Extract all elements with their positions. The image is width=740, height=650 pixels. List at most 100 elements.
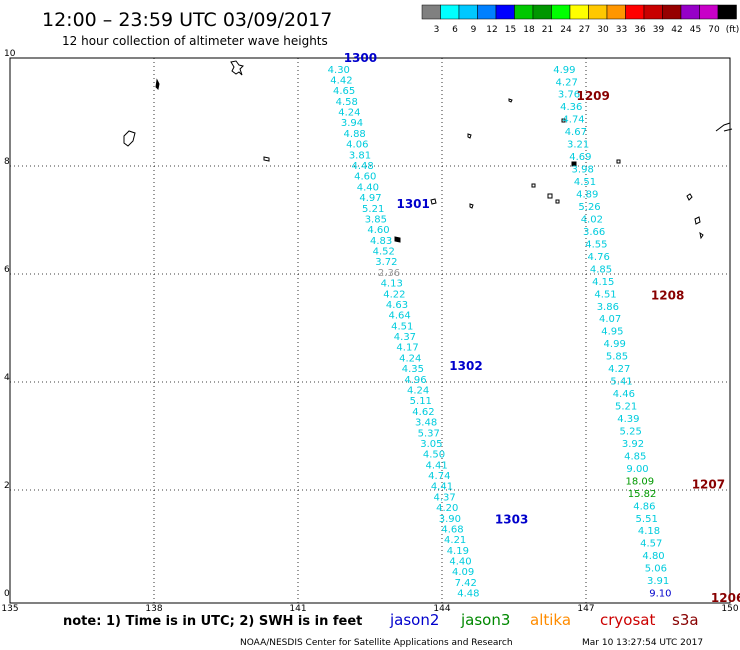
- scale-swatch: [440, 4, 460, 20]
- wave-height-value: 4.74: [562, 115, 584, 126]
- scale-label: 18: [523, 25, 535, 35]
- scale-label: 39: [653, 25, 665, 35]
- wave-height-value: 4.48: [351, 161, 373, 172]
- wave-height-value: 3.98: [572, 165, 594, 176]
- legend-cryosat: cryosat: [600, 611, 655, 629]
- wave-height-value: 5.11: [410, 396, 432, 407]
- wave-height-value: 4.99: [553, 65, 575, 76]
- wave-height-value: 5.37: [418, 428, 440, 439]
- wave-height-value: 4.24: [399, 353, 421, 364]
- wave-height-value: 4.97: [359, 193, 381, 204]
- island-outline: [394, 236, 401, 243]
- wave-height-value: 4.89: [576, 190, 598, 201]
- wave-height-value: 3.72: [375, 257, 397, 268]
- x-tick-label: 141: [289, 604, 306, 614]
- wave-height-value: 4.64: [388, 311, 410, 322]
- scale-label: (ft): [726, 25, 740, 35]
- wave-height-value: 4.65: [333, 86, 355, 97]
- wave-height-value: 4.30: [328, 65, 350, 76]
- island-outline: [155, 78, 160, 91]
- wave-height-value: 3.90: [439, 514, 461, 525]
- island-coastlines: [123, 60, 733, 243]
- wave-height-value: 4.41: [431, 482, 453, 493]
- wave-height-value: 5.06: [645, 564, 667, 575]
- legend-s3a: s3a: [672, 611, 699, 629]
- legend-jason2: jason2: [389, 611, 439, 629]
- wave-height-value: 4.62: [412, 407, 434, 418]
- scale-label: 27: [579, 25, 590, 35]
- wave-height-value: 4.88: [344, 129, 366, 140]
- scale-swatch: [514, 4, 534, 20]
- y-tick-label: 0: [4, 589, 10, 599]
- x-tick-label: 135: [1, 604, 18, 614]
- wave-height-value: 3.66: [583, 227, 605, 238]
- wave-height-value: 4.96: [404, 375, 426, 386]
- scale-label: 70: [708, 25, 720, 35]
- wave-height-value: 4.51: [391, 321, 413, 332]
- scale-label: 12: [486, 25, 497, 35]
- island-outline: [263, 156, 270, 162]
- wave-height-value: 5.25: [620, 426, 642, 437]
- wave-height-value: 4.74: [428, 471, 450, 482]
- island-outline: [469, 203, 474, 209]
- pass-number-label: 1300: [344, 51, 377, 65]
- wave-height-value: 4.46: [613, 389, 635, 400]
- scale-swatch: [532, 4, 552, 20]
- scale-swatch: [699, 4, 719, 20]
- wave-height-value: 4.67: [565, 127, 587, 138]
- wave-height-value: 4.19: [447, 546, 469, 557]
- wave-height-value: 4.35: [402, 364, 424, 375]
- map-subtitle: 12 hour collection of altimeter wave hei…: [62, 34, 328, 48]
- wave-height-value: 4.57: [640, 539, 662, 550]
- wave-height-value: 5.21: [615, 402, 637, 413]
- wave-height-value: 4.24: [407, 385, 429, 396]
- x-tick-label: 138: [145, 604, 162, 614]
- units-note: note: 1) Time is in UTC; 2) SWH is in fe…: [63, 614, 362, 629]
- pass-number-label: 1207: [692, 478, 725, 492]
- grid-lines: [10, 58, 730, 603]
- wave-height-value: 5.21: [362, 204, 384, 215]
- x-tick-label: 150: [721, 604, 738, 614]
- scale-swatch: [477, 4, 497, 20]
- wave-height-value: 5.85: [606, 352, 628, 363]
- wave-height-value: 7.42: [455, 578, 477, 589]
- wave-height-value: 4.86: [633, 501, 655, 512]
- pass-number-label: 1302: [449, 359, 482, 373]
- scale-swatch: [662, 4, 682, 20]
- wave-height-value: 4.63: [386, 300, 408, 311]
- pass-number-label: 1208: [651, 289, 684, 303]
- wave-height-value: 4.55: [585, 239, 607, 250]
- wave-height-value: 4.37: [433, 492, 455, 503]
- wave-height-value: 4.60: [354, 172, 376, 183]
- wave-height-value: 4.18: [638, 526, 660, 537]
- wave-height-value: 3.76: [558, 90, 580, 101]
- wave-height-value: 4.50: [423, 450, 445, 461]
- scale-swatch: [717, 4, 737, 20]
- island-outline: [467, 133, 472, 139]
- scale-swatch: [625, 4, 645, 20]
- wave-height-value: 4.27: [556, 77, 578, 88]
- scale-label: 15: [505, 25, 516, 35]
- scale-swatch: [680, 4, 700, 20]
- scale-label: 36: [634, 25, 646, 35]
- island-outline: [694, 216, 701, 225]
- wave-height-value: 4.17: [396, 343, 418, 354]
- scale-label: 9: [471, 25, 477, 35]
- pass-number-label: 1206: [711, 591, 740, 605]
- y-tick-label: 4: [4, 373, 10, 383]
- wave-height-value: 4.39: [617, 414, 639, 425]
- footer-timestamp: Mar 10 13:27:54 UTC 2017: [582, 638, 703, 648]
- wave-height-value: 4.95: [601, 327, 623, 338]
- wave-height-value: 3.21: [567, 140, 589, 151]
- wave-height-value: 4.51: [594, 289, 616, 300]
- wave-height-value: 5.41: [610, 377, 632, 388]
- wave-height-value: 4.83: [370, 236, 392, 247]
- legend-altika: altika: [530, 611, 571, 629]
- wave-height-value: 18.09: [626, 476, 655, 487]
- swh-color-scale: 3 6 9 12 15 18 21 24 27 30 33 36 39 42 45 70 (ft): [421, 4, 740, 35]
- map-title: 12:00 – 23:59 UTC 03/09/2017: [42, 9, 332, 31]
- wave-height-value: 3.05: [420, 439, 442, 450]
- scale-swatch: [495, 4, 515, 20]
- wave-height-value: 5.51: [636, 514, 658, 525]
